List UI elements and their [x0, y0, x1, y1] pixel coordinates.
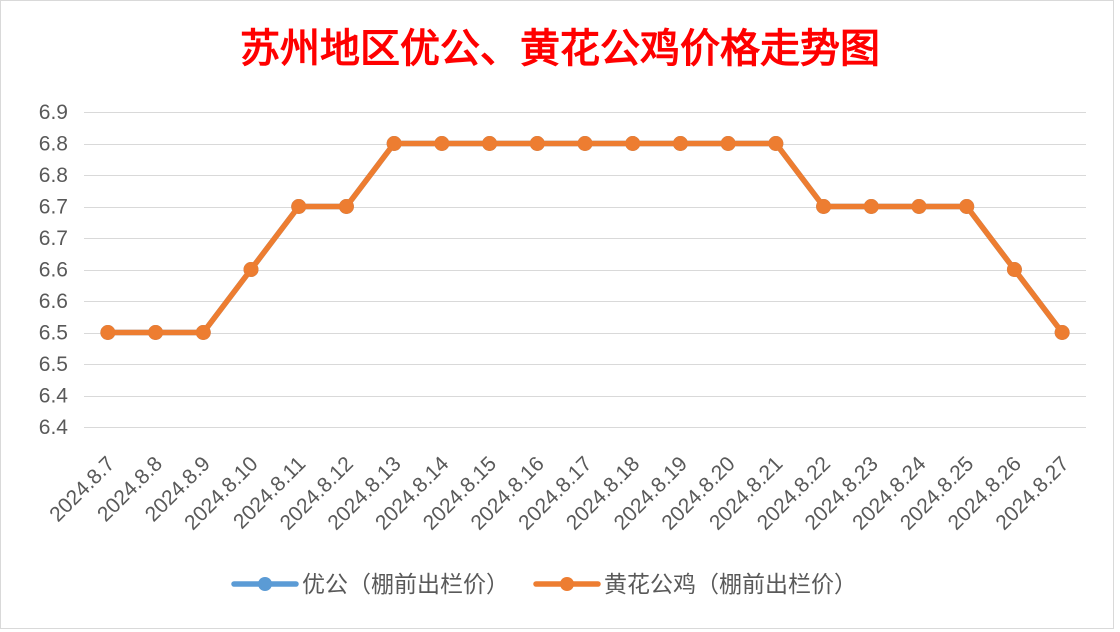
series-1-point-16	[863, 199, 879, 214]
legend: 优公（棚前出栏价） 黄花公鸡（棚前出栏价）	[231, 571, 857, 597]
chart-title: 苏州地区优公、黄花公鸡价格走势图	[240, 25, 880, 72]
legend-label-0: 优公（棚前出栏价）	[302, 571, 509, 597]
series-1-point-11	[625, 136, 641, 151]
series-1-point-0	[100, 325, 116, 340]
series-1-point-14	[768, 136, 784, 151]
y-tick-label-0: 6.4	[39, 416, 69, 439]
y-tick-label-5: 6.6	[39, 259, 68, 282]
series-1-point-12	[672, 136, 688, 151]
series-1-point-4	[291, 199, 307, 214]
y-tick-label-3: 6.5	[39, 322, 68, 345]
y-tick-label-9: 6.8	[39, 133, 68, 156]
series-1-point-2	[195, 325, 211, 340]
series-1-point-13	[720, 136, 736, 151]
series-1-point-15	[816, 199, 832, 214]
y-tick-label-6: 6.7	[39, 227, 68, 250]
series-1-point-9	[529, 136, 545, 151]
series-1-point-17	[911, 199, 927, 214]
legend-label-1: 黄花公鸡（棚前出栏价）	[604, 571, 857, 597]
series-group	[100, 136, 1070, 340]
y-tick-label-10: 6.9	[39, 101, 68, 124]
y-tick-label-1: 6.4	[39, 385, 69, 408]
series-1-point-19	[1006, 262, 1022, 277]
series-1-point-7	[434, 136, 450, 151]
series-1-point-10	[577, 136, 593, 151]
y-tick-label-4: 6.6	[39, 290, 68, 313]
series-1-point-18	[959, 199, 975, 214]
legend-entry-0: 优公（棚前出栏价）	[231, 571, 509, 597]
y-tick-label-8: 6.8	[39, 164, 68, 187]
y-tick-label-7: 6.7	[39, 196, 68, 219]
y-axis-tick-labels: 6.4 6.4 6.5 6.5 6.6 6.6 6.7 6.7 6.8 6.8 6.9	[39, 101, 69, 439]
series-1	[100, 136, 1070, 340]
legend-entry-1: 黄花公鸡（棚前出栏价）	[533, 571, 857, 597]
series-1-point-6	[386, 136, 402, 151]
series-1-point-20	[1054, 325, 1070, 340]
series-1-point-5	[338, 199, 354, 214]
y-tick-label-2: 6.5	[39, 353, 68, 376]
legend-swatch-marker-1	[560, 577, 574, 591]
series-1-point-1	[148, 325, 164, 340]
legend-swatch-marker-0	[258, 577, 272, 591]
series-1-point-8	[482, 136, 498, 151]
series-1-point-3	[243, 262, 259, 277]
